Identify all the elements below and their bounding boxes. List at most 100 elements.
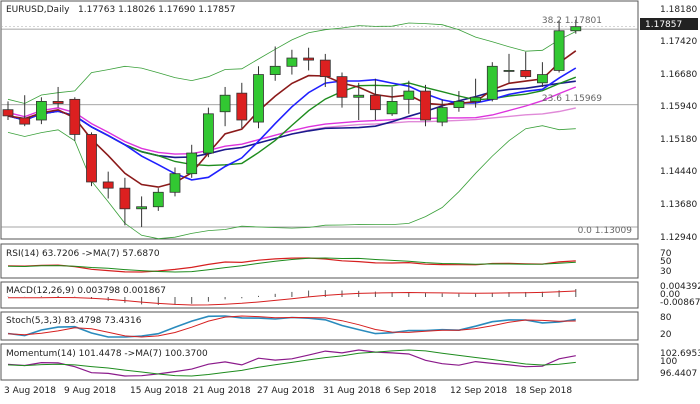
candle-body	[553, 30, 565, 71]
x-tick: 3 Aug 2018	[4, 386, 56, 396]
candle	[219, 86, 231, 127]
momentum-ma-line	[7, 349, 576, 377]
candle-body	[52, 101, 64, 104]
candle-body	[520, 70, 532, 78]
rsi-ma-line	[7, 257, 576, 273]
price-badge-bg	[640, 18, 698, 30]
candle-body	[236, 92, 248, 121]
candle	[420, 84, 431, 127]
fib-label-38-2: 38.2 1.17801	[542, 16, 602, 26]
candle-body	[420, 90, 431, 121]
candle	[86, 132, 97, 187]
macd-tick: 0.004392	[660, 282, 700, 292]
x-tick: 9 Aug 2018	[64, 386, 116, 396]
candle-body	[570, 26, 582, 32]
candle	[186, 144, 198, 178]
bollinger-bands-layer	[7, 22, 576, 240]
macd-signal-line	[7, 290, 576, 306]
candle	[353, 82, 365, 120]
candle-body	[486, 65, 498, 100]
y-tick: 1.17420	[660, 37, 697, 47]
date-axis: 3 Aug 2018 9 Aug 2018 15 Aug 2018 21 Aug…	[4, 386, 572, 396]
candle	[69, 97, 81, 141]
x-tick: 6 Sep 2018	[385, 386, 437, 396]
momentum-panel-frame	[0, 343, 639, 381]
ohlc-readout: 1.17763 1.18026 1.17690 1.17857	[78, 5, 235, 15]
candle	[19, 95, 31, 127]
y-tick: 1.12940	[660, 233, 697, 243]
candle	[52, 86, 64, 108]
x-tick: 12 Sep 2018	[450, 386, 507, 396]
momentum-tick: 96.4407	[660, 369, 697, 379]
candle	[136, 196, 148, 227]
candle-body	[503, 70, 515, 72]
candle	[303, 47, 315, 71]
candle-body	[336, 76, 348, 98]
macd-panel-frame	[0, 281, 639, 309]
candle	[2, 101, 14, 120]
macd-tick: -0.008671	[660, 298, 700, 308]
candle-body	[436, 107, 448, 123]
candle-body	[36, 101, 47, 121]
momentum-tick: 102.6953	[660, 349, 700, 359]
candle	[537, 62, 548, 87]
fib-label-23-6: 23.6 1.15969	[542, 94, 602, 104]
bollinger-lower-line	[7, 125, 576, 240]
momentum-line	[7, 349, 576, 377]
candle	[202, 107, 214, 158]
candle-body	[219, 94, 231, 113]
candle-body	[202, 113, 214, 154]
y-tick: 1.15940	[660, 102, 697, 112]
candle-body	[19, 117, 31, 125]
stoch-panel-frame	[0, 311, 639, 341]
candle-body	[136, 206, 148, 210]
moving-averages-layer	[7, 50, 577, 188]
y-tick: 1.14440	[660, 167, 697, 177]
x-tick: 27 Aug 2018	[257, 386, 315, 396]
candle	[119, 177, 131, 226]
candle-body	[102, 181, 114, 189]
candle	[386, 86, 398, 116]
ma-blue-line	[7, 67, 577, 181]
rsi-tick: 50	[660, 257, 672, 267]
symbol-label: EURUSD,Daily	[6, 5, 70, 15]
stoch-label: Stoch(5,3,3) 83.4798 73.4316	[6, 316, 142, 326]
main-panel-frame	[0, 0, 639, 240]
macd-label: MACD(12,26,9) 0.003798 0.001867	[6, 286, 166, 296]
candle	[36, 97, 47, 125]
candle	[269, 46, 281, 81]
candle	[336, 72, 348, 108]
candle-body	[369, 94, 381, 111]
rsi-tick: 30	[660, 267, 672, 277]
candle	[470, 78, 482, 108]
candle-body	[453, 101, 465, 109]
price-axis: 1.18180 1.17420 1.16680 1.15940 1.15180 …	[660, 5, 697, 243]
candle	[369, 78, 381, 120]
candle	[520, 51, 532, 79]
y-tick: 1.16680	[660, 70, 697, 80]
candle-body	[353, 94, 365, 98]
stoch-tick: 80	[660, 313, 672, 323]
candle	[169, 167, 181, 197]
stoch-d-line	[7, 315, 576, 338]
candle	[436, 99, 448, 127]
candle-body	[119, 187, 131, 210]
candle	[236, 82, 248, 129]
rsi-label: RSI(14) 63.7206 ->MA(7) 57.6870	[6, 249, 160, 259]
candle	[570, 19, 582, 34]
candle-body	[303, 57, 315, 61]
candle	[286, 49, 298, 75]
rsi-tick: 70	[660, 249, 672, 259]
candle	[553, 20, 565, 73]
x-tick: 31 Aug 2018	[323, 386, 381, 396]
bollinger-upper-line	[7, 22, 576, 104]
candle	[503, 53, 515, 83]
candle	[486, 62, 498, 102]
candle	[319, 53, 331, 87]
candle-body	[152, 191, 164, 208]
candle-body	[537, 74, 548, 84]
candle-body	[470, 96, 482, 102]
macd-tick: 0.00	[660, 290, 680, 300]
